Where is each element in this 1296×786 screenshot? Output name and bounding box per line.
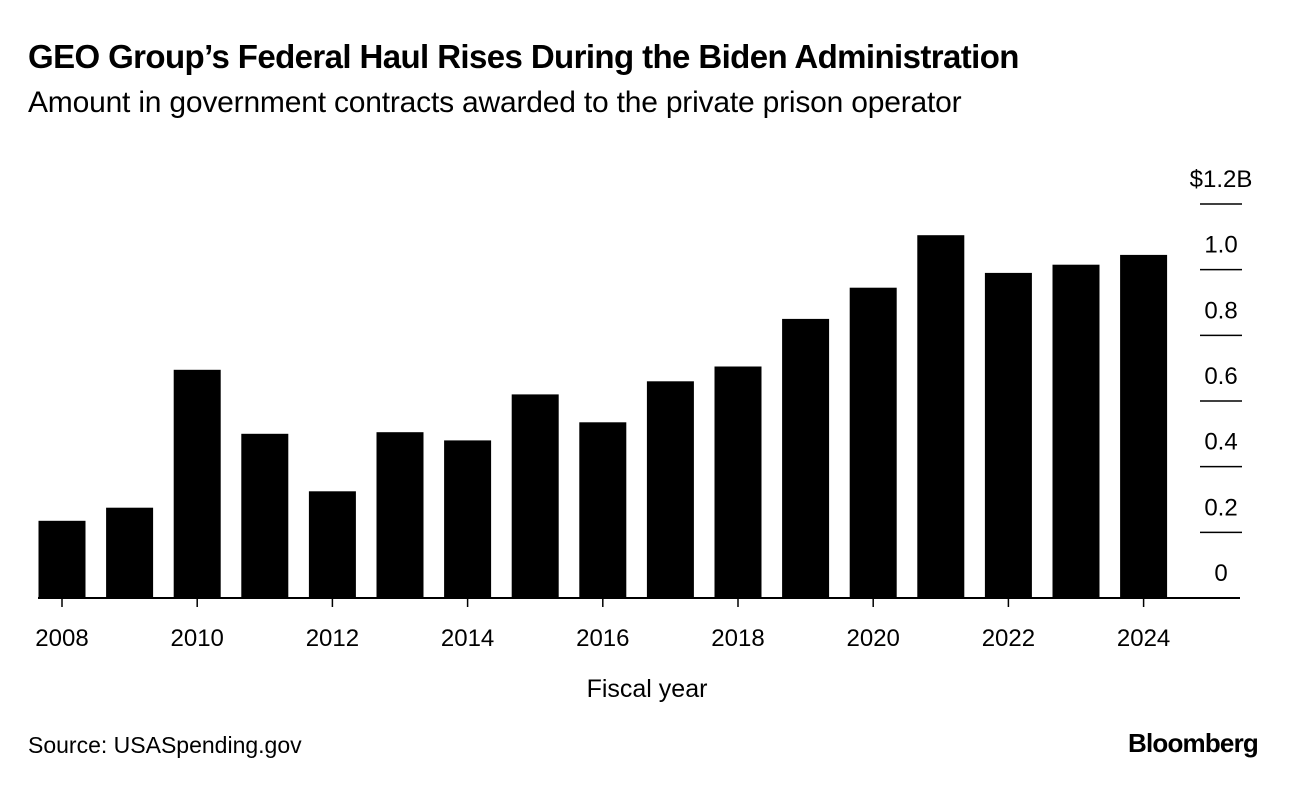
x-tick-label-2008: 2008 xyxy=(35,625,88,652)
bar-2017 xyxy=(646,381,694,598)
bar-2020 xyxy=(849,287,897,598)
bars-group xyxy=(38,235,1168,598)
bar-2014 xyxy=(444,440,492,598)
bar-2008 xyxy=(38,520,86,598)
x-tick-label-2010: 2010 xyxy=(171,625,224,652)
bar-2012 xyxy=(308,491,356,598)
bar-2009 xyxy=(106,507,154,598)
x-tick-label-2012: 2012 xyxy=(306,625,359,652)
x-tick-label-2022: 2022 xyxy=(982,625,1035,652)
y-axis: 0 0.2 0.4 0.6 0.8 1.0 $1.2B xyxy=(1190,166,1253,587)
bar-2019 xyxy=(782,318,830,598)
bar-2011 xyxy=(241,433,289,598)
bar-2010 xyxy=(173,369,221,598)
bar-2018 xyxy=(714,366,762,598)
bar-2023 xyxy=(1052,264,1100,598)
y-tick-label-0: 0 xyxy=(1214,560,1227,587)
bloomberg-logo: Bloomberg xyxy=(1127,728,1259,758)
y-tick-label-5: 1.0 xyxy=(1204,232,1237,259)
y-tick-label-1: 0.2 xyxy=(1204,494,1237,521)
bar-2024 xyxy=(1120,254,1168,598)
x-tick-label-2016: 2016 xyxy=(576,625,629,652)
x-tick-label-2014: 2014 xyxy=(441,625,494,652)
y-tick-label-6: $1.2B xyxy=(1190,166,1253,193)
x-tick-label-2024: 2024 xyxy=(1117,625,1170,652)
bar-2016 xyxy=(579,422,627,598)
y-tick-label-2: 0.4 xyxy=(1204,429,1237,456)
bar-2021 xyxy=(917,235,965,598)
y-tick-label-3: 0.6 xyxy=(1204,363,1237,390)
x-axis-title: Fiscal year xyxy=(587,675,708,703)
chart-title: GEO Group’s Federal Haul Rises During th… xyxy=(28,38,1019,75)
x-axis: 2008 2010 2012 2014 2016 2018 2020 2022 2024 xyxy=(35,597,1240,652)
x-tick-label-2020: 2020 xyxy=(847,625,900,652)
bar-2015 xyxy=(511,394,559,598)
y-tick-label-4: 0.8 xyxy=(1204,297,1237,324)
source-note: Source: USASpending.gov xyxy=(28,732,302,758)
x-tick-label-2018: 2018 xyxy=(711,625,764,652)
bar-2022 xyxy=(984,272,1032,598)
bar-2013 xyxy=(376,432,424,598)
chart-subtitle: Amount in government contracts awarded t… xyxy=(28,86,962,119)
